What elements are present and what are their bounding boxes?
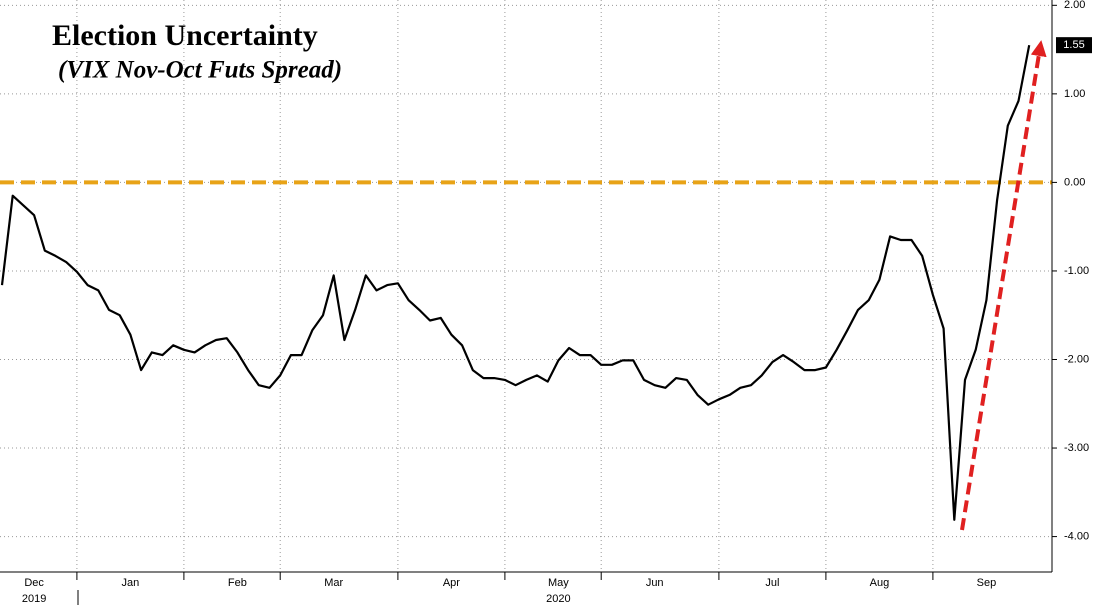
year-label: 2020 bbox=[546, 593, 570, 605]
last-value-label: 1.55 bbox=[1063, 39, 1084, 51]
y-tick-label: 2.00 bbox=[1064, 0, 1085, 11]
y-tick-label: -4.00 bbox=[1064, 530, 1089, 542]
x-tick-label: Jun bbox=[646, 577, 664, 589]
last-value-box bbox=[1056, 37, 1092, 54]
x-tick-label: May bbox=[548, 577, 569, 589]
y-tick-label: -3.00 bbox=[1064, 442, 1089, 454]
x-tick-label: Sep bbox=[977, 577, 997, 589]
x-tick-label: Dec bbox=[24, 577, 44, 589]
chart-title: Election Uncertainty bbox=[52, 19, 318, 52]
chart-subtitle: (VIX Nov-Oct Futs Spread) bbox=[58, 57, 342, 84]
x-tick-label: Aug bbox=[870, 577, 890, 589]
x-tick-label: Apr bbox=[443, 577, 460, 589]
y-tick-label: -1.00 bbox=[1064, 265, 1089, 277]
y-tick-label: 0.00 bbox=[1064, 176, 1085, 188]
y-tick-label: -2.00 bbox=[1064, 353, 1089, 365]
marks bbox=[0, 40, 1052, 531]
y-tick-label: 1.00 bbox=[1064, 88, 1085, 100]
x-tick-label: Jan bbox=[122, 577, 140, 589]
x-tick-label: Mar bbox=[324, 577, 343, 589]
grid bbox=[0, 0, 1052, 572]
year-label: 2019 bbox=[22, 593, 46, 605]
x-tick-label: Jul bbox=[765, 577, 779, 589]
x-tick-label: Feb bbox=[228, 577, 247, 589]
trend-arrow bbox=[960, 40, 1047, 531]
line bbox=[0, 44, 1031, 521]
